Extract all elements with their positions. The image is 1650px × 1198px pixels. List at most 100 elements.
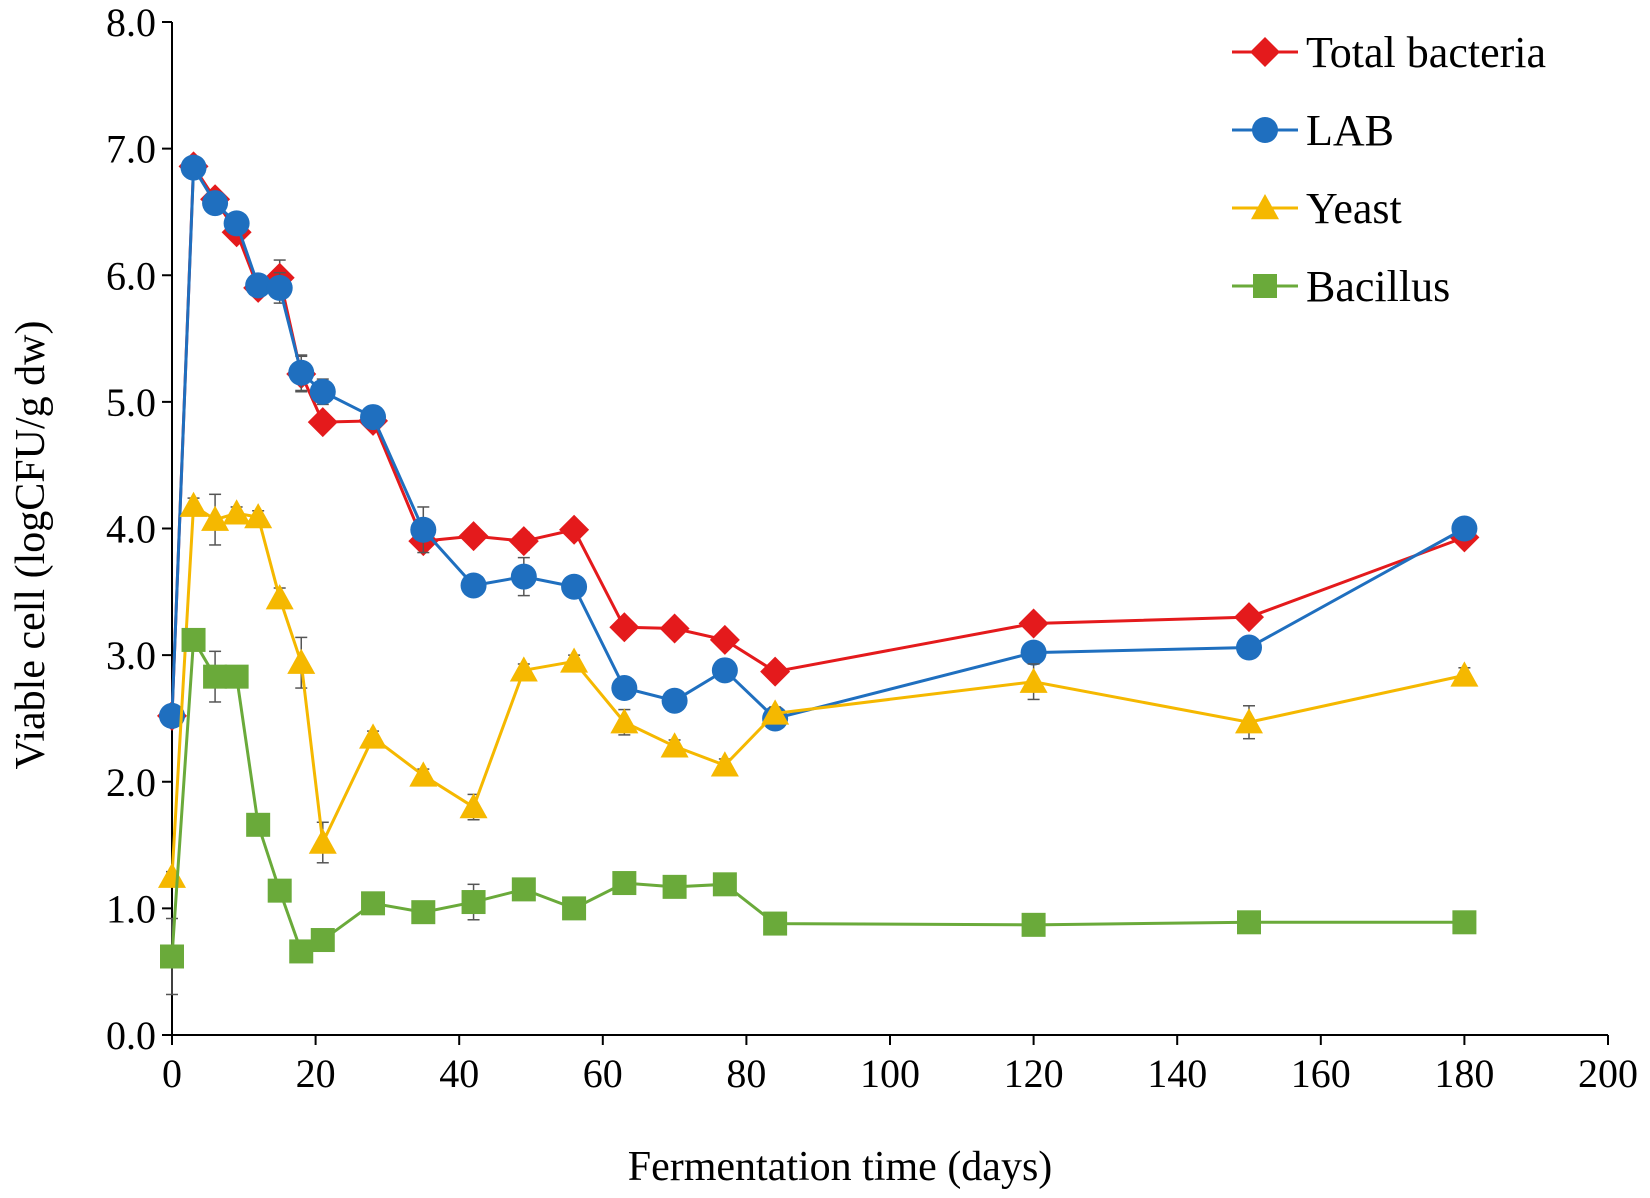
legend-entry-bacillus: Bacillus [1232,262,1450,311]
data-point-lab [159,702,185,729]
legend-marker [1250,37,1280,67]
data-point-lab [410,516,437,543]
data-point-yeast [1019,667,1048,693]
legend-label: Total bacteria [1306,28,1546,77]
data-point-bacillus [1021,912,1046,937]
series-line-total-bacteria [170,161,1465,716]
y-tick-label: 2.0 [106,760,156,805]
data-point-yeast [359,723,388,749]
x-tick-label: 40 [439,1051,479,1096]
legend: Total bacteria LAB Yeast Bacillus [1232,28,1546,311]
y-tick-label: 8.0 [106,0,156,45]
x-tick-label: 100 [860,1051,920,1096]
data-point-bacillus [267,878,292,903]
data-point-total-bacteria [508,526,539,557]
data-point-yeast [610,708,639,734]
data-point-yeast [222,499,251,525]
legend-marker [1252,117,1278,143]
series-line-lab [170,162,1466,721]
data-point-yeast [244,503,273,529]
data-point-total-bacteria [559,514,590,545]
data-point-lab [561,573,588,600]
data-point-bacillus [224,664,249,689]
data-point-lab [711,657,738,684]
y-tick-label: 5.0 [106,380,156,425]
data-point-lab [661,687,688,714]
legend-marker [1253,274,1277,298]
data-point-lab [202,190,229,217]
x-tick-label: 140 [1147,1051,1207,1096]
data-point-lab [1236,634,1262,661]
x-tick-label: 80 [726,1051,766,1096]
data-point-bacillus [662,874,687,899]
data-point-lab [266,274,293,301]
data-point-bacillus [1237,910,1261,935]
series-line-yeast [170,503,1465,877]
y-tick-label: 0.0 [106,1013,156,1058]
data-point-yeast [1450,661,1479,687]
data-point-total-bacteria [659,613,690,644]
data-point-total-bacteria [609,612,640,643]
data-point-bacillus [160,944,184,969]
data-point-lab [510,563,537,590]
y-tick-label: 3.0 [106,633,156,678]
data-point-bacillus [562,896,587,921]
legend-entry-yeast: Yeast [1232,184,1402,233]
data-point-total-bacteria [1018,608,1049,639]
data-point-total-bacteria [307,407,338,438]
series-layer [157,151,1480,996]
data-point-yeast [710,751,739,777]
data-point-lab [288,359,315,386]
data-point-lab [460,572,487,599]
y-tick-label: 4.0 [106,507,156,552]
data-point-bacillus [361,891,386,916]
x-tick-label: 200 [1578,1051,1638,1096]
data-point-lab [309,378,336,405]
data-point-lab [180,154,207,181]
data-point-bacillus [310,928,335,953]
data-point-lab [245,272,272,299]
legend-label: Yeast [1306,184,1402,233]
series-bacillus [160,627,1477,996]
data-point-yeast [308,828,337,854]
y-tick-label: 6.0 [106,253,156,298]
x-tick-label: 180 [1434,1051,1494,1096]
y-tick-label: 1.0 [106,886,156,931]
data-point-bacillus [1452,910,1477,935]
data-point-yeast [179,491,208,517]
data-point-bacillus [203,664,228,689]
x-tick-label: 120 [1004,1051,1064,1096]
data-point-lab [1020,639,1047,666]
x-tick-label: 60 [583,1051,623,1096]
legend-label: Bacillus [1306,262,1450,311]
data-point-total-bacteria [760,656,791,687]
data-point-yeast [1235,708,1263,734]
data-point-bacillus [511,877,536,902]
data-point-yeast [660,732,689,758]
x-tick-label: 0 [162,1051,182,1096]
data-point-lab [360,404,387,431]
legend-label: LAB [1306,106,1394,155]
data-point-lab [1451,515,1478,542]
data-point-bacillus [763,911,788,936]
data-point-bacillus [461,890,486,915]
data-point-yeast [509,656,538,682]
data-point-yeast [158,862,186,888]
data-point-total-bacteria [458,521,489,552]
series-lab [159,154,1478,732]
series-yeast [158,491,1479,888]
legend-marker [1251,194,1279,220]
series-total-bacteria [157,151,1480,731]
data-point-yeast [287,648,316,674]
data-point-total-bacteria [1234,602,1264,633]
data-point-bacillus [181,627,206,652]
data-point-yeast [265,584,294,610]
data-point-yeast [409,761,438,787]
x-axis-title: Fermentation time (days) [628,1144,1053,1190]
axes: 0.0 1.0 2.0 3.0 4.0 5.0 6.0 7.0 8.0 0 20 40 60 80 100 1… [106,0,1638,1096]
x-tick-label: 20 [296,1051,336,1096]
data-point-bacillus [289,939,314,964]
data-point-lab [223,210,250,237]
